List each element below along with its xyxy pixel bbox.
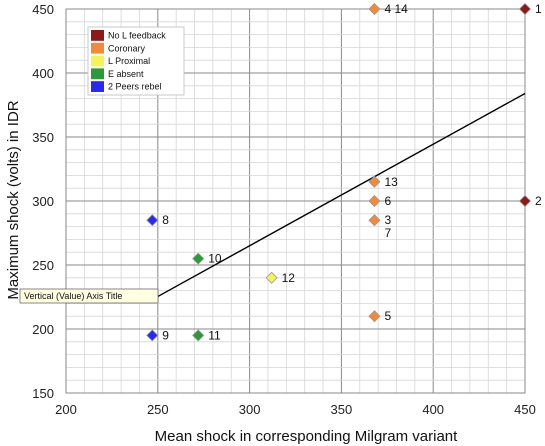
y-tick-label: 150 (32, 386, 54, 401)
data-point-label: 7 (384, 226, 391, 240)
x-axis-title[interactable]: Mean shock in corresponding Milgram vari… (155, 428, 458, 445)
data-point-marker[interactable] (146, 214, 159, 227)
legend[interactable]: No L feedback Coronary L Proximal E absent 2… (87, 26, 185, 96)
legend-swatch (91, 68, 104, 80)
data-point-marker[interactable] (192, 252, 205, 265)
data-point-label: 8 (162, 213, 169, 227)
x-tick-label: 450 (514, 402, 536, 417)
data-point-marker[interactable] (146, 329, 159, 342)
data-point-marker[interactable] (368, 310, 381, 323)
data-point-label: 2 (535, 194, 542, 208)
y-tick-label: 200 (32, 322, 54, 337)
legend-entry-label: No L feedback (108, 31, 166, 41)
tooltip-box (19, 288, 159, 304)
tooltip-text: Vertical (Value) Axis Title (24, 291, 122, 301)
data-point-marker[interactable] (368, 2, 381, 16)
data-point-marker[interactable] (192, 329, 205, 342)
legend-entry-label: 2 Peers rebel (108, 82, 162, 92)
data-point-label: 9 (162, 328, 169, 342)
trendline[interactable] (151, 92, 526, 301)
data-point-label: 12 (282, 271, 296, 285)
legend-entry-label: L Proximal (108, 56, 150, 66)
data-point-marker[interactable] (368, 194, 381, 208)
x-axis-ticks: 200 250 300 350 400 450 (55, 402, 536, 417)
y-axis-title[interactable]: Maximum shock (volts) in IDR (5, 100, 22, 299)
data-point-label: 10 (208, 252, 222, 266)
legend-entry-label: Coronary (108, 43, 146, 53)
axis-title-tooltip: Vertical (Value) Axis Title (19, 288, 159, 304)
data-point-label: 6 (384, 194, 391, 208)
data-point-label: 11 (208, 328, 221, 342)
data-point-label: 1 (535, 2, 542, 16)
trendline-group (151, 92, 526, 301)
y-tick-label: 300 (32, 194, 54, 209)
data-point-marker[interactable] (368, 175, 381, 188)
data-point-label: 4 14 (384, 2, 408, 16)
y-axis-ticks: 150 200 250 300 350 400 450 (32, 2, 54, 401)
legend-entry-label: E absent (108, 69, 144, 79)
x-tick-label: 350 (331, 402, 353, 417)
y-tick-label: 250 (32, 258, 54, 273)
legend-swatch (91, 55, 104, 67)
data-point-label: 3 (384, 213, 391, 227)
y-tick-label: 350 (32, 130, 54, 145)
legend-swatch (91, 81, 104, 92)
data-point-label: 5 (384, 309, 391, 323)
data-point-marker[interactable] (518, 194, 532, 208)
y-tick-label: 450 (32, 2, 54, 17)
x-tick-label: 300 (239, 402, 261, 417)
legend-swatch (91, 42, 104, 54)
data-point-marker[interactable] (265, 271, 278, 284)
legend-swatch (91, 30, 104, 41)
data-point-label: 13 (384, 175, 398, 189)
data-points (146, 2, 532, 342)
x-tick-label: 200 (55, 402, 77, 417)
y-tick-label: 400 (32, 66, 54, 81)
data-point-marker[interactable] (518, 2, 532, 16)
data-point-marker[interactable] (368, 214, 381, 227)
x-tick-label: 250 (147, 402, 169, 417)
x-tick-label: 400 (422, 402, 444, 417)
